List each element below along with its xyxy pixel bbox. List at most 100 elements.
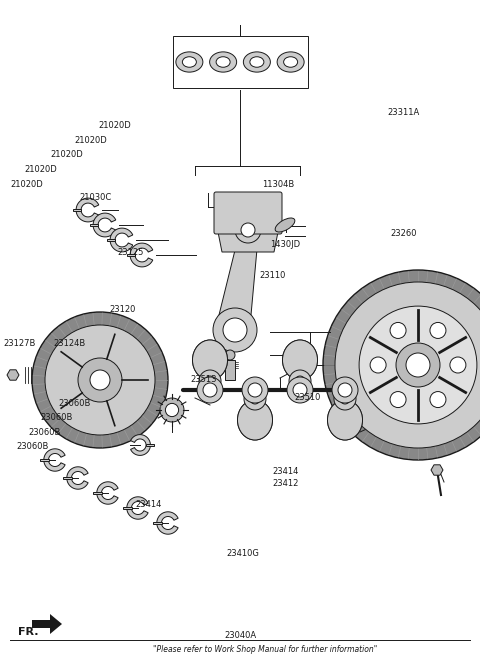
Text: 21030C: 21030C: [80, 193, 112, 202]
Circle shape: [45, 325, 155, 435]
Ellipse shape: [283, 340, 317, 380]
Polygon shape: [127, 254, 135, 256]
Text: 1430JD: 1430JD: [271, 240, 300, 249]
Polygon shape: [131, 435, 150, 455]
Circle shape: [293, 383, 307, 397]
Circle shape: [430, 322, 446, 338]
Circle shape: [359, 306, 477, 424]
Ellipse shape: [216, 57, 230, 68]
Ellipse shape: [176, 52, 203, 72]
Ellipse shape: [327, 400, 362, 440]
Text: 23513: 23513: [191, 375, 217, 384]
Text: 23060B: 23060B: [16, 442, 49, 451]
Circle shape: [335, 282, 480, 448]
Circle shape: [370, 357, 386, 373]
Polygon shape: [40, 459, 48, 461]
Text: 23311A: 23311A: [387, 108, 420, 117]
Circle shape: [235, 217, 261, 243]
Circle shape: [203, 383, 217, 397]
FancyBboxPatch shape: [225, 360, 235, 380]
Circle shape: [364, 396, 392, 424]
Text: 23414: 23414: [136, 500, 162, 509]
Circle shape: [334, 388, 356, 410]
Ellipse shape: [238, 400, 273, 440]
Text: 23120: 23120: [109, 305, 135, 314]
Polygon shape: [76, 198, 99, 222]
Polygon shape: [32, 614, 62, 634]
Circle shape: [242, 377, 268, 403]
Circle shape: [205, 376, 215, 386]
Text: 23127B: 23127B: [3, 339, 36, 348]
Polygon shape: [67, 467, 88, 489]
Polygon shape: [63, 477, 72, 479]
Circle shape: [160, 398, 184, 422]
Polygon shape: [123, 506, 132, 510]
Ellipse shape: [210, 52, 237, 72]
Ellipse shape: [284, 57, 298, 68]
Circle shape: [250, 394, 260, 404]
Polygon shape: [94, 492, 101, 495]
Circle shape: [240, 204, 256, 220]
Circle shape: [223, 318, 247, 342]
Polygon shape: [219, 238, 258, 315]
Text: 11304B: 11304B: [262, 179, 295, 189]
Polygon shape: [110, 228, 133, 252]
Ellipse shape: [277, 52, 304, 72]
Circle shape: [340, 394, 350, 404]
Circle shape: [406, 353, 430, 377]
Polygon shape: [90, 224, 98, 226]
Circle shape: [450, 357, 466, 373]
Ellipse shape: [327, 400, 362, 440]
Polygon shape: [72, 209, 81, 211]
Circle shape: [295, 376, 305, 386]
Circle shape: [225, 350, 235, 360]
FancyBboxPatch shape: [172, 36, 308, 88]
Circle shape: [244, 208, 252, 216]
Polygon shape: [218, 232, 278, 252]
Polygon shape: [157, 512, 178, 534]
Ellipse shape: [283, 340, 317, 380]
Circle shape: [78, 358, 122, 402]
Circle shape: [199, 370, 221, 392]
Circle shape: [381, 413, 391, 423]
Text: 21020D: 21020D: [10, 179, 43, 189]
Circle shape: [218, 200, 228, 210]
Circle shape: [370, 402, 386, 418]
Ellipse shape: [243, 52, 270, 72]
Text: "Please refer to Work Shop Manual for further information": "Please refer to Work Shop Manual for fu…: [153, 645, 377, 655]
Text: 23125: 23125: [118, 248, 144, 257]
Circle shape: [289, 370, 311, 392]
Text: 23060B: 23060B: [58, 399, 91, 408]
Circle shape: [90, 370, 110, 390]
Text: 23510: 23510: [294, 393, 320, 402]
Polygon shape: [127, 496, 148, 519]
Polygon shape: [107, 238, 115, 242]
Circle shape: [244, 388, 266, 410]
Text: 23124B: 23124B: [53, 339, 86, 348]
Circle shape: [248, 383, 262, 397]
Circle shape: [32, 312, 168, 448]
Polygon shape: [93, 213, 116, 237]
Text: 21020D: 21020D: [99, 121, 132, 130]
Text: 21020D: 21020D: [75, 136, 108, 145]
Circle shape: [323, 270, 480, 460]
Text: 21020D: 21020D: [24, 165, 57, 174]
Circle shape: [338, 383, 352, 397]
FancyBboxPatch shape: [214, 192, 282, 234]
Text: 23260: 23260: [390, 228, 417, 238]
Polygon shape: [146, 444, 154, 446]
Polygon shape: [130, 243, 153, 267]
Polygon shape: [7, 370, 19, 380]
Text: 23414: 23414: [273, 467, 299, 476]
Ellipse shape: [275, 218, 295, 232]
Text: FR.: FR.: [18, 627, 38, 637]
Ellipse shape: [192, 340, 228, 380]
Text: 23060B: 23060B: [28, 428, 61, 437]
Text: 23040A: 23040A: [224, 631, 256, 640]
Text: 23410G: 23410G: [226, 549, 259, 558]
Polygon shape: [97, 482, 118, 504]
Ellipse shape: [192, 340, 228, 380]
Circle shape: [213, 308, 257, 352]
Polygon shape: [44, 449, 65, 471]
Text: 23110: 23110: [260, 271, 286, 280]
